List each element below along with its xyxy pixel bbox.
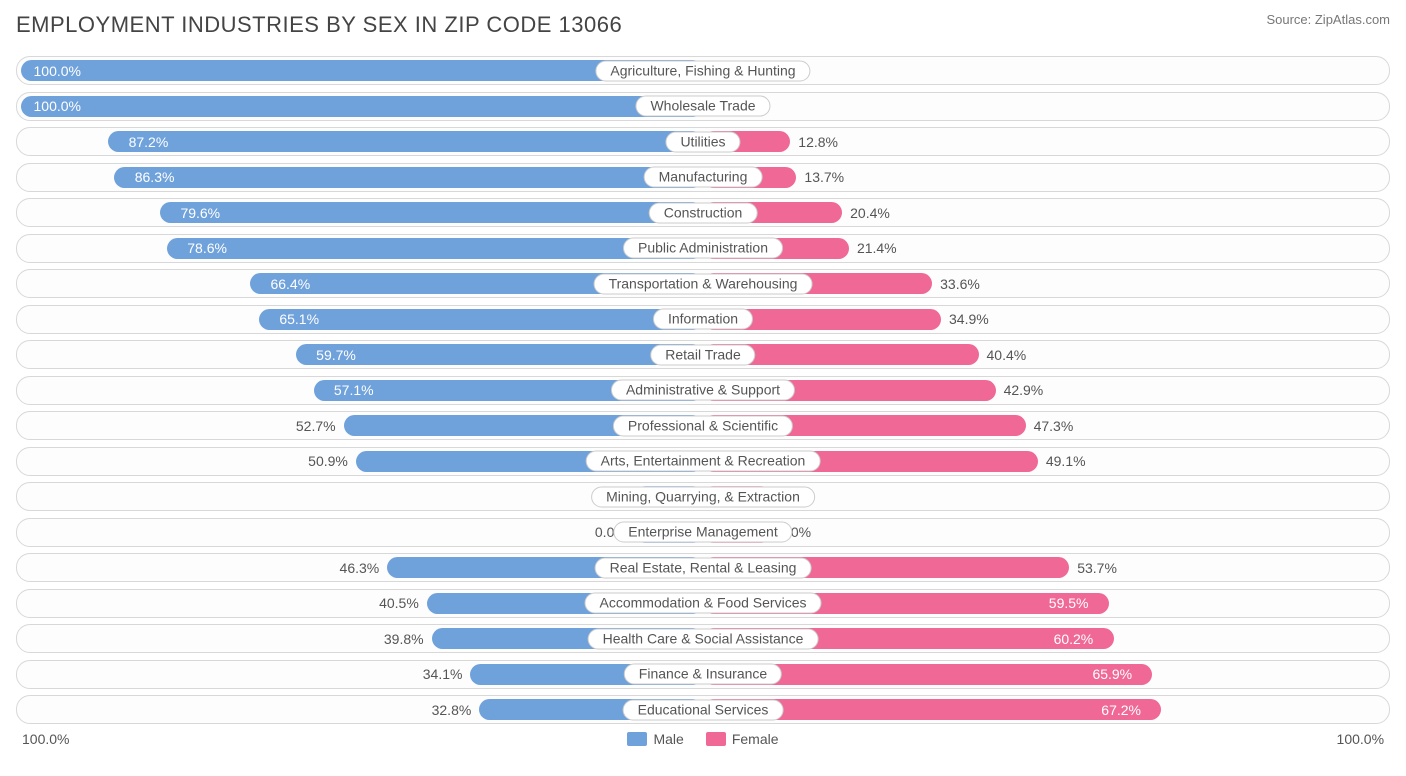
axis-left-label: 100.0% [22, 731, 69, 747]
legend-label-male: Male [653, 731, 683, 747]
female-value-label: 53.7% [1077, 560, 1117, 576]
chart-row: 87.2% 12.8% Utilities [16, 127, 1390, 156]
chart-row: 78.6% 21.4% Public Administration [16, 234, 1390, 263]
male-value-label: 59.7% [316, 347, 356, 363]
female-value-label: 67.2% [1101, 702, 1141, 718]
category-label: Finance & Insurance [624, 664, 782, 685]
female-value-label: 59.5% [1049, 595, 1089, 611]
female-value-label: 34.9% [949, 311, 989, 327]
male-bar [108, 131, 703, 152]
legend-swatch-female [706, 732, 726, 746]
chart-row: 100.0%0.0%Agriculture, Fishing & Hunting [16, 56, 1390, 85]
category-label: Real Estate, Rental & Leasing [595, 557, 812, 578]
legend: Male Female [627, 731, 778, 747]
male-value-label: 79.6% [180, 205, 220, 221]
female-value-label: 47.3% [1034, 418, 1074, 434]
male-value-label: 52.7% [296, 418, 336, 434]
category-label: Manufacturing [644, 167, 763, 188]
category-label: Health Care & Social Assistance [588, 628, 819, 649]
female-value-label: 33.6% [940, 276, 980, 292]
male-value-label: 66.4% [270, 276, 310, 292]
female-value-label: 60.2% [1054, 631, 1094, 647]
male-bar [296, 344, 703, 365]
chart-footer: 100.0% Male Female 100.0% [16, 731, 1390, 747]
male-value-label: 32.8% [432, 702, 472, 718]
category-label: Administrative & Support [611, 380, 795, 401]
female-value-label: 42.9% [1004, 382, 1044, 398]
chart-row: 79.6% 20.4% Construction [16, 198, 1390, 227]
category-label: Arts, Entertainment & Recreation [586, 451, 821, 472]
category-label: Professional & Scientific [613, 415, 793, 436]
legend-label-female: Female [732, 731, 779, 747]
axis-right-label: 100.0% [1337, 731, 1384, 747]
category-label: Educational Services [623, 699, 784, 720]
male-value-label: 46.3% [340, 560, 380, 576]
chart-header: EMPLOYMENT INDUSTRIES BY SEX IN ZIP CODE… [16, 12, 1390, 38]
chart-source: Source: ZipAtlas.com [1266, 12, 1390, 27]
chart-row: 59.7% 40.4% Retail Trade [16, 340, 1390, 369]
chart-row: 86.3% 13.7% Manufacturing [16, 163, 1390, 192]
male-bar [259, 309, 703, 330]
category-label: Mining, Quarrying, & Extraction [591, 486, 815, 507]
male-value-label: 57.1% [334, 382, 374, 398]
male-bar [160, 202, 703, 223]
category-label: Public Administration [623, 238, 783, 259]
category-label: Construction [649, 202, 758, 223]
chart-row: 66.4% 33.6% Transportation & Warehousing [16, 269, 1390, 298]
male-value-label: 86.3% [135, 169, 175, 185]
category-label: Accommodation & Food Services [585, 593, 822, 614]
legend-swatch-male [627, 732, 647, 746]
female-value-label: 40.4% [987, 347, 1027, 363]
female-value-label: 65.9% [1092, 666, 1132, 682]
chart-row: 100.0%0.0%Wholesale Trade [16, 92, 1390, 121]
chart-row: 0.0%0.0%Enterprise Management [16, 518, 1390, 547]
chart-row: 46.3% 53.7% Real Estate, Rental & Leasing [16, 553, 1390, 582]
male-value-label: 50.9% [308, 453, 348, 469]
chart-row: 0.0%0.0%Mining, Quarrying, & Extraction [16, 482, 1390, 511]
chart-row: 34.1% 65.9% Finance & Insurance [16, 660, 1390, 689]
chart-row: 40.5% 59.5% Accommodation & Food Services [16, 589, 1390, 618]
male-value-label: 40.5% [379, 595, 419, 611]
male-value-label: 65.1% [279, 311, 319, 327]
female-value-label: 13.7% [804, 169, 844, 185]
chart-row: 39.8% 60.2% Health Care & Social Assistanc… [16, 624, 1390, 653]
female-value-label: 20.4% [850, 205, 890, 221]
chart-title: EMPLOYMENT INDUSTRIES BY SEX IN ZIP CODE… [16, 12, 622, 38]
chart-row: 32.8% 67.2% Educational Services [16, 695, 1390, 724]
male-value-label: 34.1% [423, 666, 463, 682]
category-label: Retail Trade [650, 344, 755, 365]
male-bar [114, 167, 703, 188]
male-value-label: 39.8% [384, 631, 424, 647]
category-label: Information [653, 309, 753, 330]
category-label: Transportation & Warehousing [594, 273, 813, 294]
male-value-label: 100.0% [34, 63, 81, 79]
chart-row: 52.7% 47.3% Professional & Scientific [16, 411, 1390, 440]
chart-row: 57.1% 42.9% Administrative & Support [16, 376, 1390, 405]
female-value-label: 49.1% [1046, 453, 1086, 469]
chart-area: 100.0%0.0%Agriculture, Fishing & Hunting… [16, 56, 1390, 724]
male-value-label: 87.2% [129, 134, 169, 150]
male-value-label: 78.6% [187, 240, 227, 256]
chart-row: 50.9% 49.1% Arts, Entertainment & Recreati… [16, 447, 1390, 476]
male-bar [21, 96, 703, 117]
category-label: Enterprise Management [613, 522, 792, 543]
chart-row: 65.1% 34.9% Information [16, 305, 1390, 334]
category-label: Wholesale Trade [635, 96, 770, 117]
male-value-label: 100.0% [34, 98, 81, 114]
category-label: Utilities [665, 131, 740, 152]
female-value-label: 21.4% [857, 240, 897, 256]
category-label: Agriculture, Fishing & Hunting [595, 60, 810, 81]
female-value-label: 12.8% [798, 134, 838, 150]
